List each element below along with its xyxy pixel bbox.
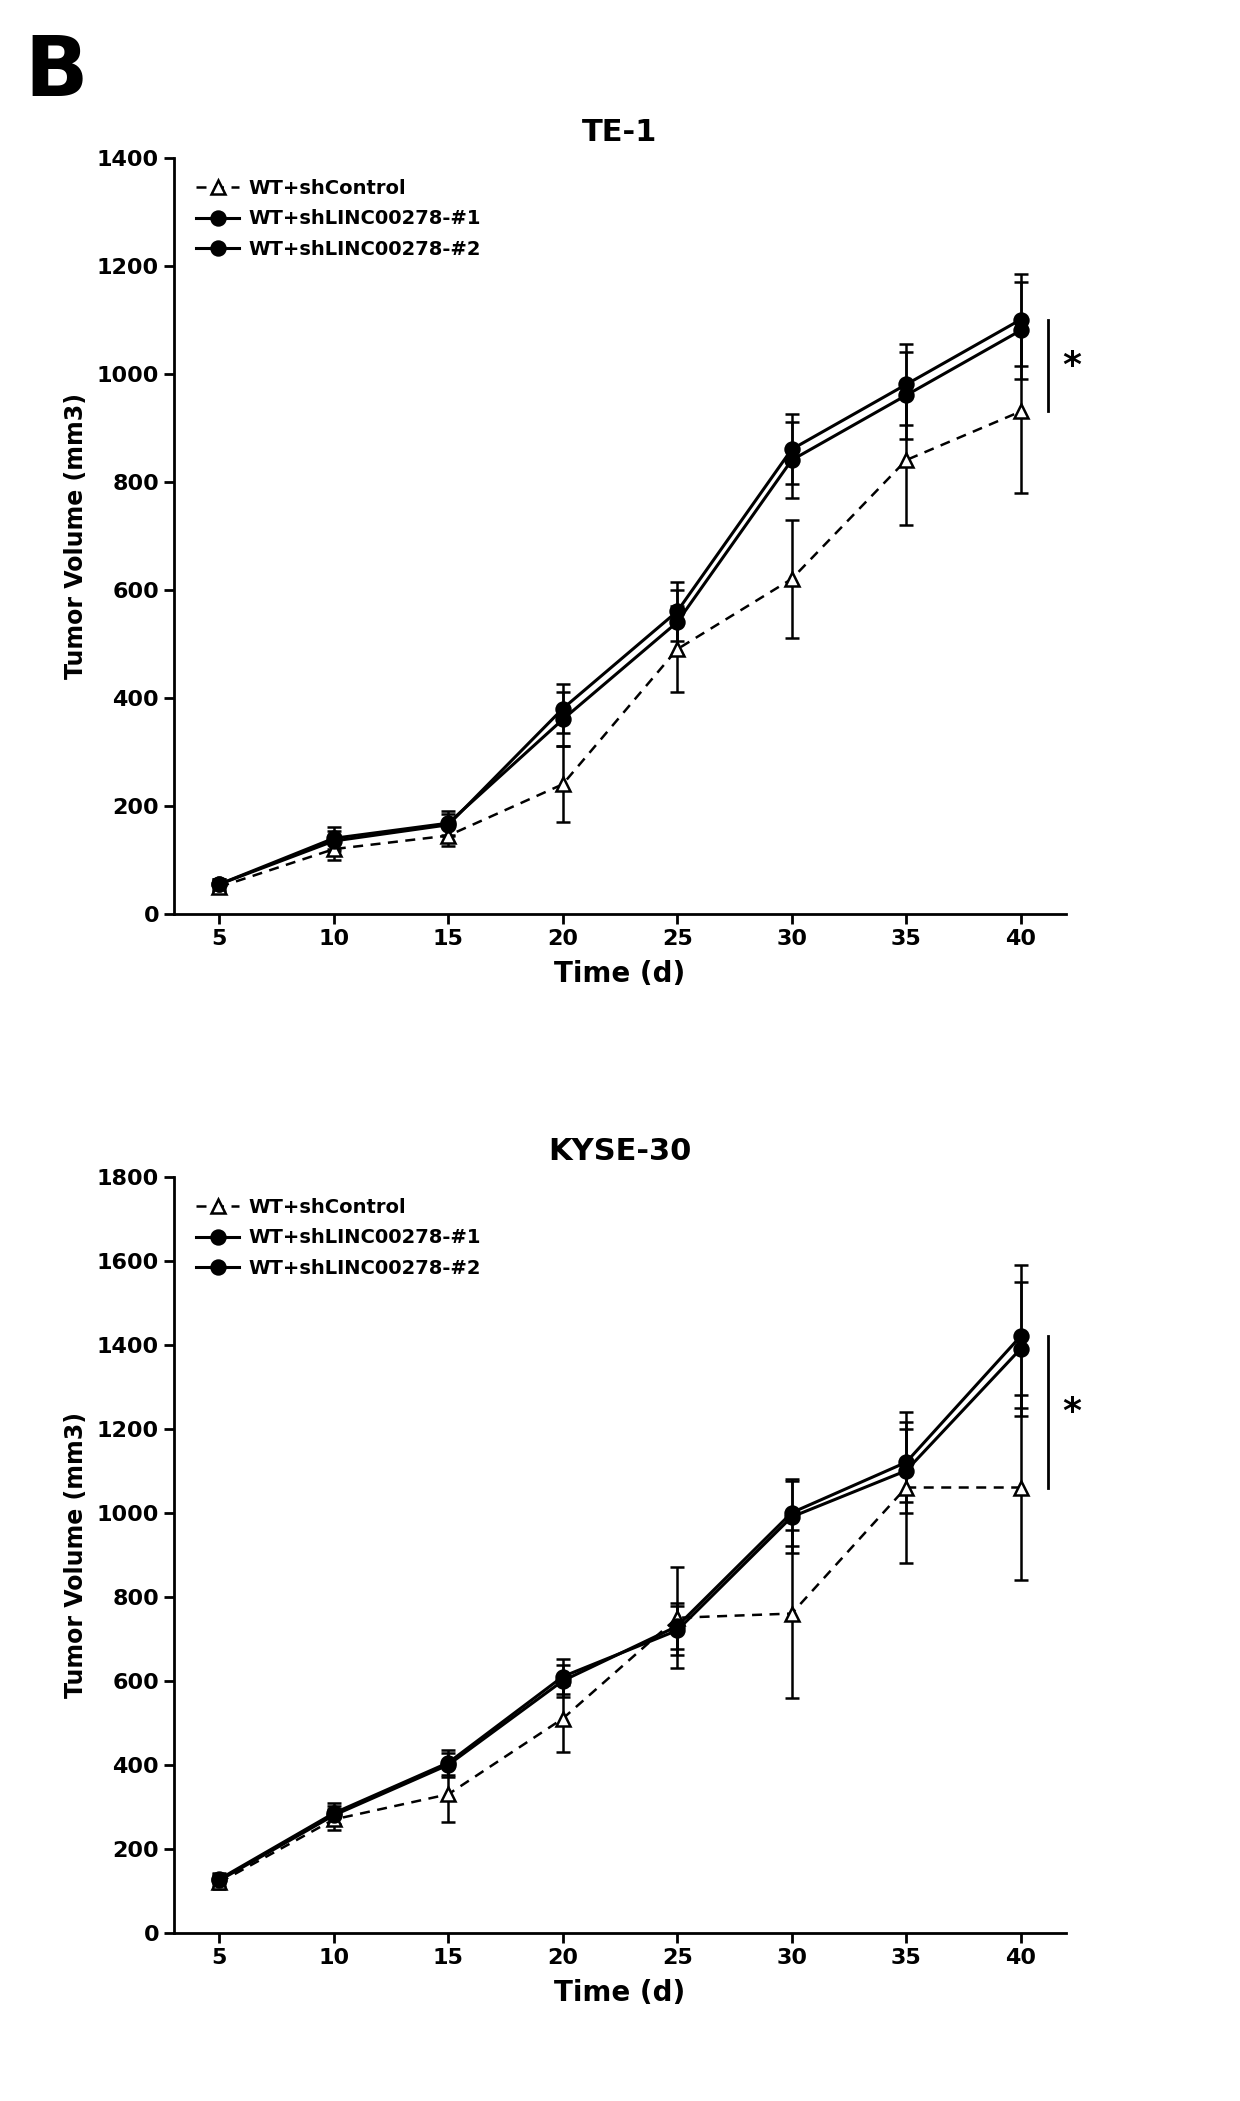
Text: B: B <box>25 32 88 113</box>
Text: *: * <box>1061 1395 1081 1429</box>
X-axis label: Time (d): Time (d) <box>554 960 686 987</box>
Legend: WT+shControl, WT+shLINC00278-#1, WT+shLINC00278-#2: WT+shControl, WT+shLINC00278-#1, WT+shLI… <box>192 174 485 263</box>
Y-axis label: Tumor Volume (mm3): Tumor Volume (mm3) <box>64 1412 88 1698</box>
Legend: WT+shControl, WT+shLINC00278-#1, WT+shLINC00278-#2: WT+shControl, WT+shLINC00278-#1, WT+shLI… <box>192 1193 485 1282</box>
Text: *: * <box>1061 349 1081 382</box>
Y-axis label: Tumor Volume (mm3): Tumor Volume (mm3) <box>64 393 88 679</box>
Title: TE-1: TE-1 <box>583 118 657 147</box>
X-axis label: Time (d): Time (d) <box>554 1979 686 2006</box>
Title: KYSE-30: KYSE-30 <box>548 1137 692 1166</box>
